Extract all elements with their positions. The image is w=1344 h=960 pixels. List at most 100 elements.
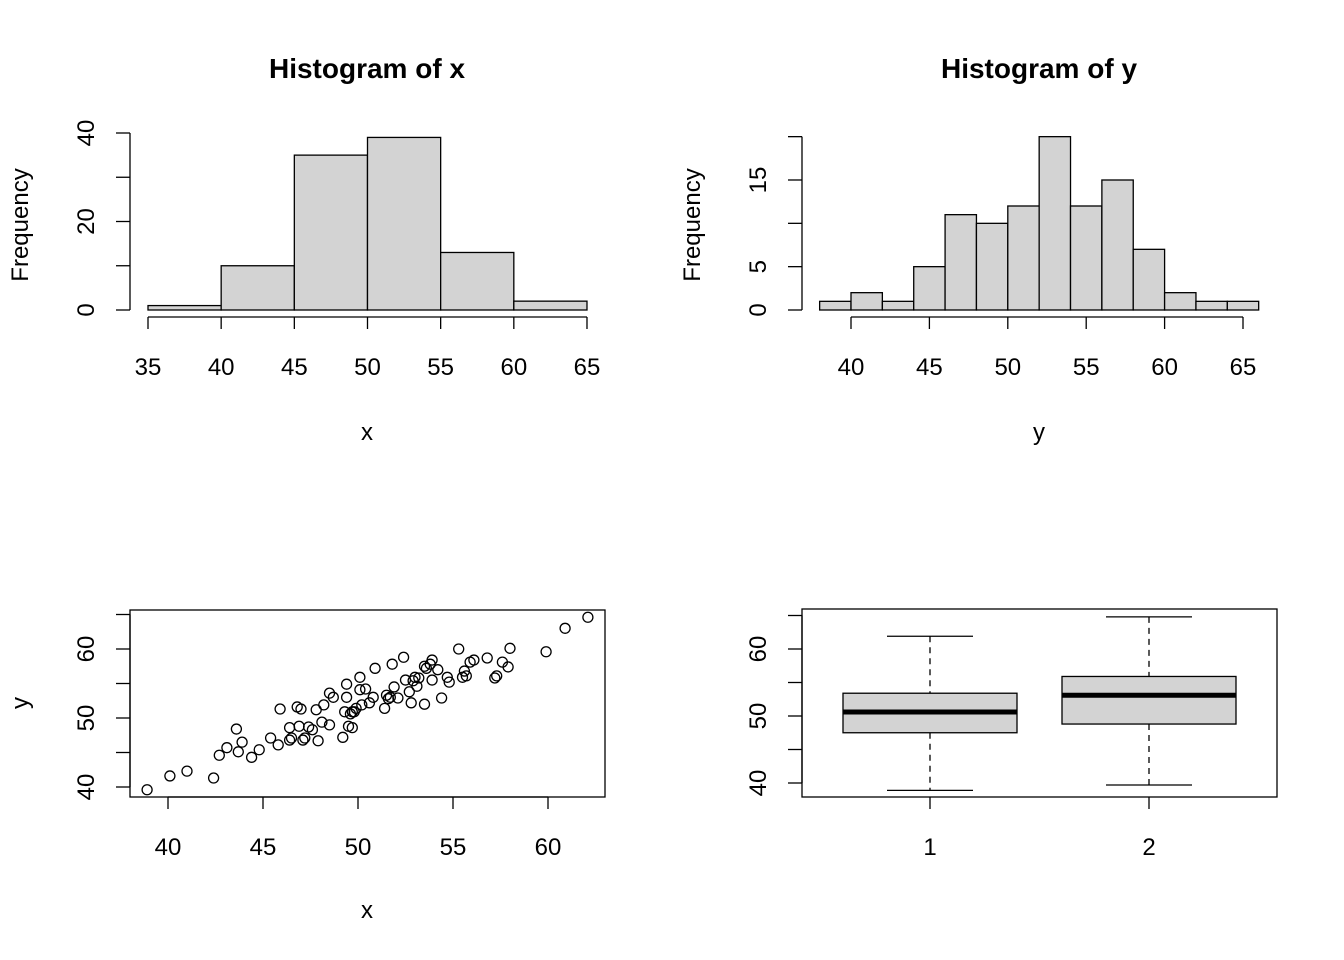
- scatter-point: [582, 611, 594, 623]
- scatter-x-tick-label: 45: [250, 834, 277, 861]
- hist-y-bar: [1163, 292, 1197, 311]
- scatter-point: [378, 702, 391, 714]
- scatter-point: [458, 665, 471, 677]
- scatter-point: [253, 744, 265, 756]
- scatter-point: [232, 746, 244, 758]
- hist-y-x-tick-label: 60: [1151, 354, 1178, 381]
- scatter-point: [413, 672, 425, 684]
- hist-y-bar: [881, 300, 915, 311]
- scatter-xlabel: x: [361, 897, 373, 924]
- hist-y-x-tick-label: 55: [1073, 354, 1100, 381]
- scatter-point: [346, 722, 358, 734]
- scatter-point: [207, 772, 220, 784]
- scatter-point: [283, 722, 296, 734]
- scatter-point: [453, 643, 465, 655]
- hist-x-ylabel: Frequency: [7, 168, 34, 281]
- hist-x-bar: [220, 265, 295, 311]
- scatter-point: [354, 684, 366, 696]
- boxplot-box: [1061, 675, 1237, 725]
- scatter-point: [297, 734, 309, 746]
- scatter-point: [340, 678, 353, 690]
- scatter-point: [316, 716, 328, 728]
- scatter-point: [264, 732, 277, 744]
- hist-y-bar: [1101, 179, 1134, 311]
- hist-y-y-tick-label: 15: [745, 167, 772, 194]
- hist-y-ylabel: Frequency: [679, 168, 706, 281]
- scatter-point: [386, 658, 398, 670]
- scatter-point: [310, 704, 322, 716]
- scatter-point: [489, 672, 501, 684]
- hist-x-bar: [513, 300, 588, 311]
- scatter-point: [460, 670, 472, 682]
- hist-x-bar: [293, 154, 369, 311]
- scatter-point: [285, 732, 298, 744]
- scatter-point: [502, 661, 514, 673]
- scatter-point: [559, 622, 571, 634]
- scatter-point: [272, 739, 284, 751]
- scatter-point: [164, 770, 176, 782]
- hist-x-x-tick-label: 60: [500, 354, 527, 381]
- scatter-y-tick-label: 40: [73, 774, 100, 801]
- scatter-point: [504, 642, 516, 654]
- scatter-point: [359, 683, 372, 695]
- scatter-point: [367, 691, 379, 703]
- hist-y-xlabel: y: [1033, 419, 1045, 446]
- hist-x-y-tick-label: 20: [73, 208, 100, 235]
- scatter-point: [327, 691, 339, 703]
- hist-y-y-tick-label: 0: [745, 303, 772, 316]
- scatter-point: [213, 749, 225, 761]
- hist-y-bar: [1069, 205, 1103, 311]
- scatter-x-tick-label: 55: [440, 834, 467, 861]
- scatter-ylabel: y: [7, 697, 34, 709]
- scatter-point: [299, 732, 311, 744]
- hist-y-title: Histogram of y: [941, 53, 1137, 84]
- hist-y-x-tick-label: 45: [916, 354, 943, 381]
- boxplot-y-tick-label: 60: [745, 636, 772, 663]
- hist-y-x-tick-label: 65: [1230, 354, 1257, 381]
- hist-y-bar: [818, 300, 852, 311]
- hist-y-bar: [1007, 205, 1040, 311]
- scatter-point: [418, 660, 431, 672]
- scatter-point: [397, 651, 410, 663]
- hist-x-x-tick-label: 45: [281, 354, 308, 381]
- scatter-point: [312, 735, 324, 747]
- scatter-y-tick-label: 60: [73, 636, 100, 663]
- scatter-point: [369, 662, 381, 674]
- scatter-point: [420, 662, 433, 674]
- hist-x-x-tick-label: 35: [135, 354, 162, 381]
- scatter-point: [274, 703, 286, 715]
- hist-y-bar: [944, 214, 978, 311]
- scatter-point: [245, 751, 258, 763]
- scatter-point: [418, 698, 431, 710]
- scatter-point: [426, 654, 438, 666]
- scatter-point: [411, 680, 423, 692]
- hist-y-x-tick-label: 50: [994, 354, 1021, 381]
- scatter-point: [481, 652, 493, 664]
- scatter-point: [384, 691, 396, 703]
- scatter-point: [318, 699, 330, 711]
- scatter-y-tick-label: 50: [73, 705, 100, 732]
- scatter-point: [405, 697, 417, 709]
- hist-x-x-tick-label: 55: [427, 354, 454, 381]
- scatter-point: [356, 699, 368, 711]
- scatter-point: [295, 703, 307, 715]
- scatter-point: [323, 687, 336, 699]
- scatter-point: [432, 664, 444, 676]
- hist-x-y-tick-label: 40: [73, 120, 100, 147]
- scatter-plot-box: [129, 609, 606, 798]
- scatter-x-tick-label: 40: [155, 834, 182, 861]
- hist-y-bar: [1195, 300, 1228, 311]
- hist-x-bar: [147, 304, 222, 311]
- scatter-point: [426, 674, 438, 686]
- hist-y-bar: [913, 266, 946, 311]
- boxplot-y-tick-label: 40: [745, 770, 772, 797]
- scatter-point: [392, 692, 404, 704]
- hist-x-bar: [440, 251, 515, 311]
- hist-y-bar: [975, 222, 1009, 311]
- hist-x-title: Histogram of x: [269, 53, 465, 84]
- scatter-x-tick-label: 60: [535, 834, 562, 861]
- hist-x-y-tick-label: 0: [73, 303, 100, 316]
- scatter-point: [350, 702, 362, 714]
- scatter-point: [443, 676, 455, 688]
